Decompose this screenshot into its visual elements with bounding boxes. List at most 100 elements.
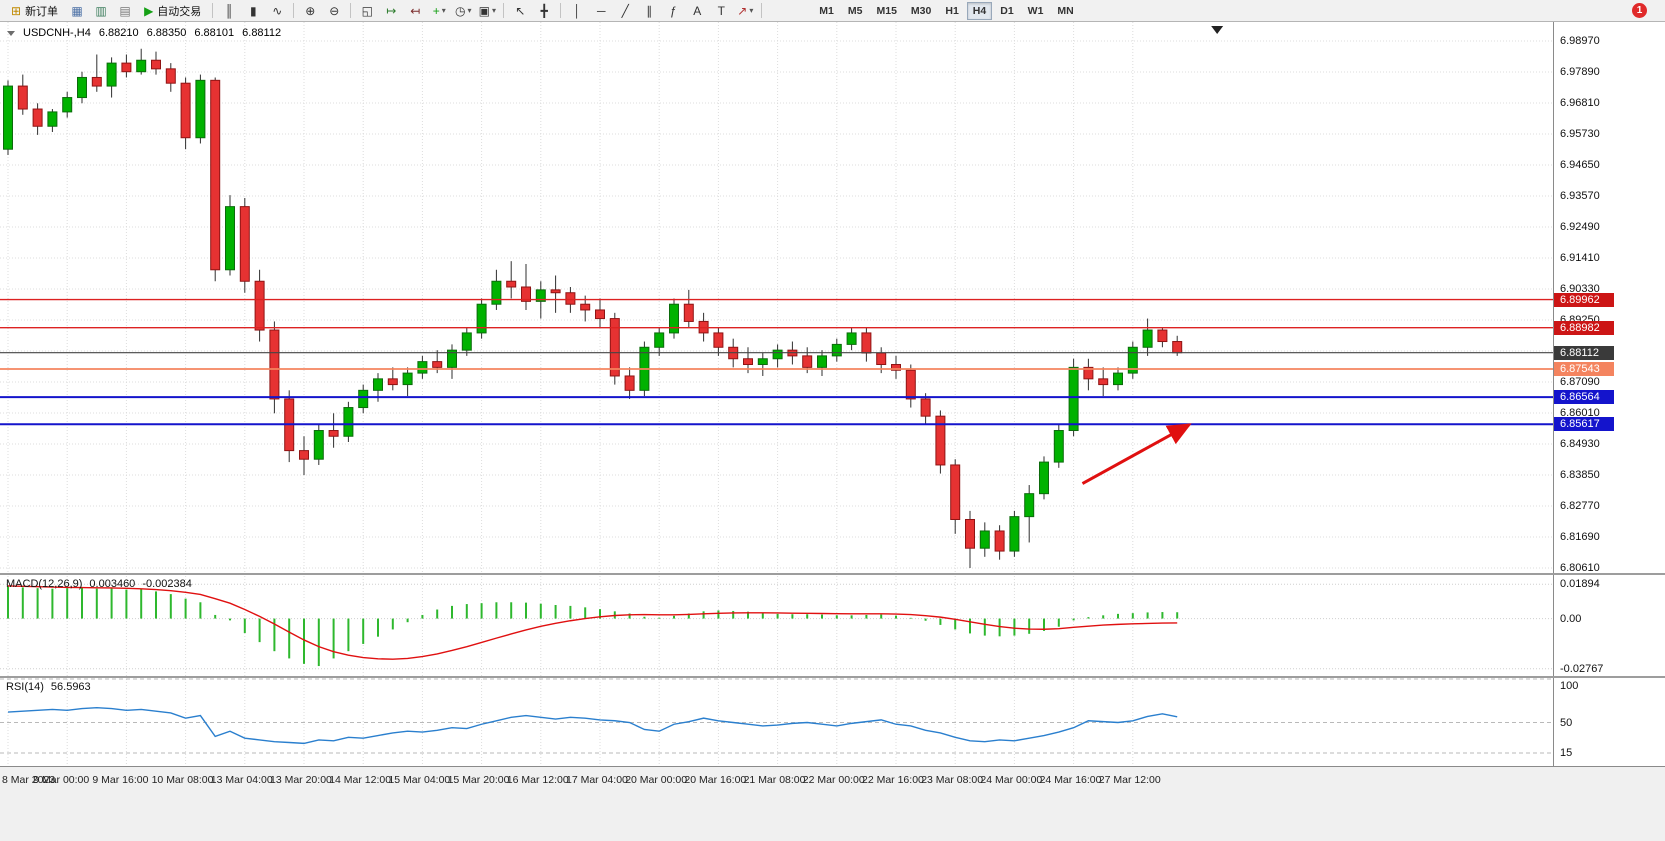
chart-shift-marker[interactable] [1211,26,1224,34]
price-axis[interactable]: 6.98970 6.97890 6.96810 6.95730 6.94650 6.935… [1553,22,1665,766]
horizontal-line-icon: ─ [597,3,606,18]
vertical-line-icon: │ [573,3,582,18]
market-watch-button[interactable]: ▥ [90,1,112,21]
horizontal-line-button[interactable]: ─ [590,1,612,21]
trend-arrow-object[interactable] [1081,423,1192,485]
price-axis-label: 0.00 [1560,612,1582,625]
time-axis-label: 21 Mar 08:00 [743,774,806,786]
timeframe-h4[interactable]: H4 [966,1,993,20]
chart-shift-button[interactable]: ↤ [404,1,426,21]
price-axis-label: 6.97890 [1560,66,1600,78]
macd-signal-line [7,585,1178,660]
line-chart-icon: ∿ [272,3,283,18]
time-axis-label: 13 Mar 20:00 [270,774,332,786]
panel-separator-rsi[interactable] [0,676,1665,678]
timeframe-d1[interactable]: D1 [1000,4,1014,17]
price-axis-label: 6.81690 [1560,531,1600,543]
open-value: 6.88210 [98,27,139,39]
price-axis-label: 6.87090 [1560,376,1600,388]
autotrading-button[interactable]: ▶ 自动交易 [138,1,207,21]
panel-separator-macd[interactable] [0,573,1665,575]
notification-badge[interactable]: 1 [1632,3,1647,18]
autotrading-icon: ▶ [144,3,154,18]
timeframe-h1[interactable]: H1 [945,4,959,17]
time-axis-label: 17 Mar 04:00 [566,774,628,786]
price-axis-label: 6.86010 [1560,407,1600,419]
vertical-line-button[interactable]: │ [566,1,588,21]
cursor-button[interactable]: ↖ [509,1,531,21]
time-axis-label: 15 Mar 04:00 [388,774,451,786]
text-button[interactable]: A [686,1,708,21]
timeframe-w1[interactable]: W1 [1027,4,1044,17]
timeframe-m30[interactable]: M30 [910,4,932,17]
price-axis-label: -0.02767 [1560,662,1604,675]
zoom-in-button[interactable]: ⊕ [299,1,321,21]
templates-button[interactable]: ▣ ▾ [476,1,498,21]
tile-windows-button[interactable]: ◱ [356,1,378,21]
price-axis-label: 6.92490 [1560,221,1600,233]
navigator-icon: ▤ [119,3,131,18]
indicators-button[interactable]: + ▾ [428,1,450,21]
price-axis-label: 6.93570 [1560,190,1600,202]
dropdown-caret-icon: ▾ [491,6,496,15]
chart-canvas[interactable] [0,22,1553,766]
one-click-trading-toggle[interactable] [7,30,15,36]
timeframe-m5[interactable]: M5 [847,4,863,17]
crosshair-button[interactable]: ╋ [533,1,555,21]
auto-scroll-icon: ↦ [386,3,397,18]
line-chart-button[interactable]: ∿ [266,1,288,21]
zoom-out-button[interactable]: ⊖ [323,1,345,21]
price-axis-label: 100 [1560,680,1579,692]
price-axis-label: 6.83850 [1560,469,1600,481]
bar-chart-icon: ║ [225,3,234,18]
chart-ohlc-header: USDCNH-,H4 6.88210 6.88350 6.88101 6.881… [7,27,281,39]
time-axis-label: 10 Mar 08:00 [151,774,214,786]
toolbar-separator [560,3,562,18]
label-icon: T [717,3,725,18]
toolbar-separator [503,3,505,18]
price-axis-label: 0.01894 [1560,578,1600,591]
new-order-icon: ⊞ [11,3,22,18]
rsi-header: RSI(14) 56.5963 [6,681,91,693]
time-axis-label: 20 Mar 16:00 [684,774,747,786]
price-axis-label: 6.98970 [1560,35,1600,47]
time-axis-label: 9 Mar 16:00 [92,774,149,786]
dropdown-caret-icon: ▾ [441,6,446,15]
channel-button[interactable]: ∥ [638,1,660,21]
macd-header: MACD(12,26,9) 0.003460 -0.002384 [6,578,192,590]
trendline-button[interactable]: ╱ [614,1,636,21]
time-axis-label: 27 Mar 12:00 [1098,774,1161,786]
tile-windows-icon: ◱ [361,3,373,18]
price-level-tag: 6.86564 [1554,390,1614,405]
time-axis[interactable]: 8 Mar 2023 9 Mar 00:00 9 Mar 16:00 10 Mar 0… [0,766,1665,841]
charts-button[interactable]: ▦ [66,1,88,21]
fibonacci-button[interactable]: ƒ [662,1,684,21]
auto-scroll-button[interactable]: ↦ [380,1,402,21]
price-axis-label: 6.91410 [1560,252,1600,264]
time-axis-label: 14 Mar 12:00 [329,774,392,786]
timeframe-m1[interactable]: M1 [819,4,834,17]
candlesticks [3,48,1183,569]
price-level-tag: 6.88982 [1554,320,1614,335]
price-axis-label: 6.82770 [1560,500,1600,512]
candlestick-chart-button[interactable]: ▮ [242,1,264,21]
price-axis-label: 15 [1560,746,1573,759]
label-button[interactable]: T [710,1,732,21]
new-order-button[interactable]: ⊞ 新订单 [5,1,64,21]
navigator-button[interactable]: ▤ [114,1,136,21]
toolbar: ⊞ 新订单 ▦ ▥ ▤ ▶ 自动交易 ║ ▮ ∿ ⊕ ⊖ ◱ ↦ ↤ + ▾ ◷ ▾ ▣ ▾ ↖ ╋ │ ─ ╱ ∥ ƒ A T ↗ ▾ M1… [0,0,1665,22]
rsi-value: 56.5963 [50,681,91,693]
price-axis-label: 6.84930 [1560,438,1600,450]
timeframe-m15[interactable]: M15 [876,4,897,17]
arrows-button[interactable]: ↗ ▾ [734,1,756,21]
time-axis-label: 24 Mar 00:00 [980,774,1043,786]
chart-window: 6.98970 6.97890 6.96810 6.95730 6.94650 6.935… [0,22,1665,766]
arrows-icon: ↗ [737,3,748,18]
periods-icon: ◷ [455,3,466,18]
bar-chart-button[interactable]: ║ [218,1,240,21]
price-level-tag: 6.87543 [1554,362,1614,376]
price-level-tag: 6.89962 [1554,292,1614,307]
periods-button[interactable]: ◷ ▾ [452,1,474,21]
timeframe-mn[interactable]: MN [1057,4,1074,17]
